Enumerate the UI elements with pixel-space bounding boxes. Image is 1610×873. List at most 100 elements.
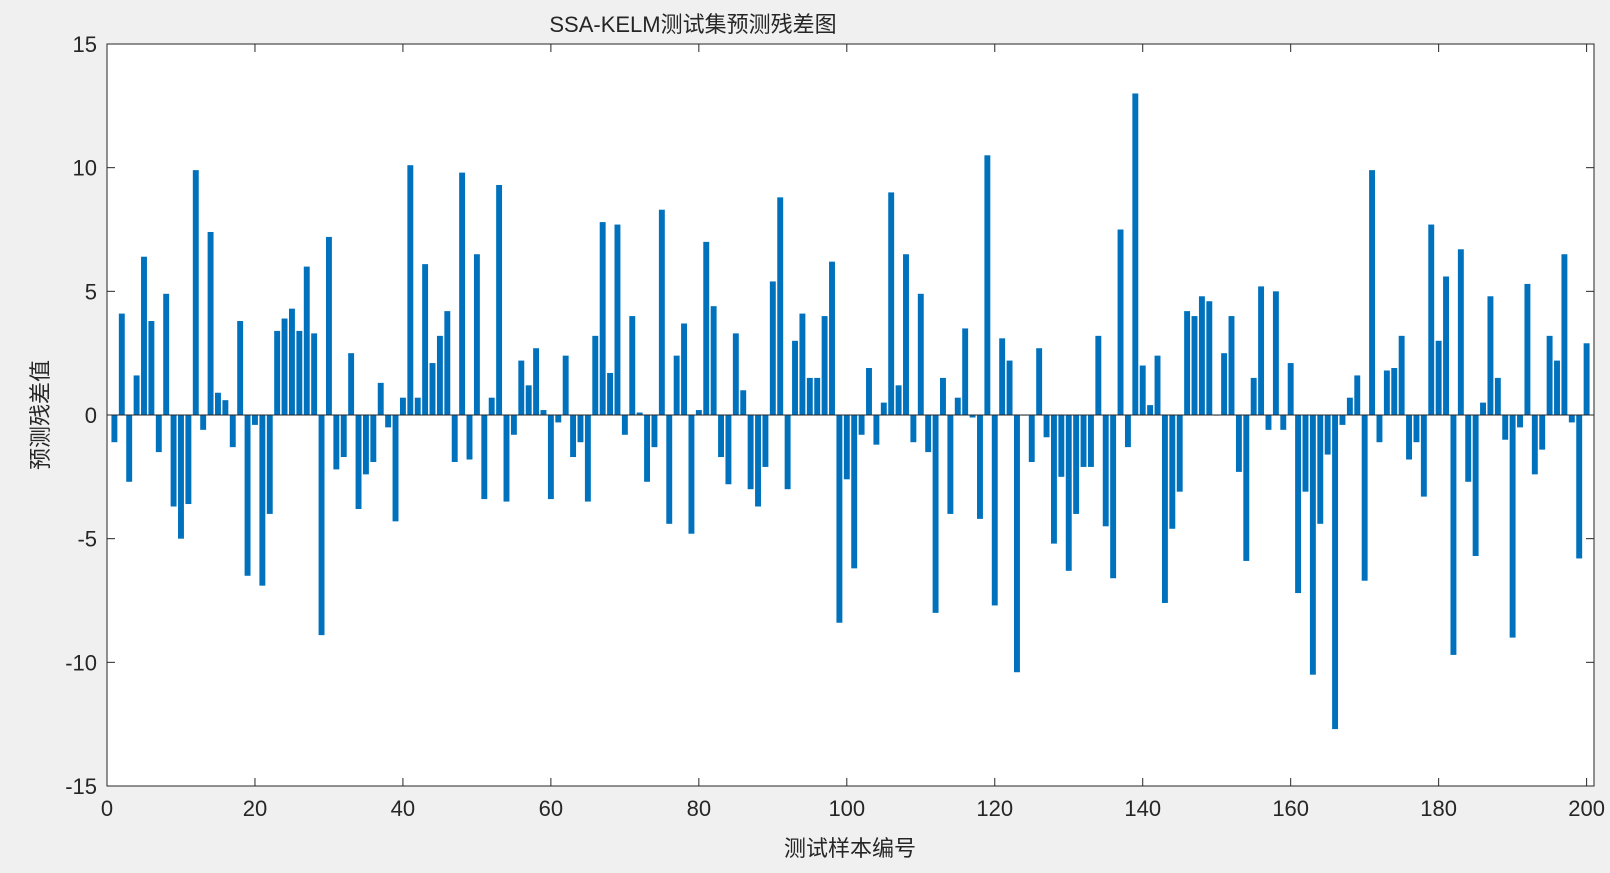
bar — [229, 415, 236, 448]
bar — [969, 415, 976, 418]
bar — [192, 170, 199, 415]
bar — [244, 415, 251, 576]
bar — [1065, 415, 1072, 571]
bar — [917, 293, 924, 415]
bar — [1568, 415, 1575, 423]
bar — [984, 155, 991, 416]
bar — [1383, 370, 1390, 415]
bar — [1420, 415, 1427, 497]
bar — [1428, 224, 1435, 415]
bar — [1050, 415, 1057, 544]
bar — [962, 328, 969, 415]
bar — [1480, 402, 1486, 415]
bar — [399, 397, 406, 415]
bar — [1169, 415, 1176, 529]
bar — [1406, 415, 1413, 460]
bar — [1176, 415, 1183, 492]
bar — [725, 415, 732, 485]
bar — [1524, 283, 1531, 415]
bar — [1457, 249, 1464, 415]
bar — [829, 261, 835, 415]
bar — [769, 281, 776, 415]
bar — [1028, 415, 1035, 462]
bar — [777, 197, 784, 415]
y-tick-label: -15 — [65, 774, 97, 799]
bar — [866, 368, 872, 415]
bar — [533, 348, 540, 415]
bar — [636, 412, 643, 415]
y-axis-label: 预测残差值 — [28, 360, 53, 470]
bar — [340, 415, 347, 458]
bar — [710, 306, 717, 415]
bar — [1058, 415, 1065, 477]
bar — [873, 415, 880, 445]
bar — [318, 415, 325, 636]
bar — [740, 390, 747, 415]
bar — [762, 415, 769, 467]
y-tick-label: -5 — [77, 527, 97, 552]
bar — [1554, 360, 1560, 415]
bar — [525, 385, 532, 415]
x-tick-label: 180 — [1420, 796, 1457, 821]
bar — [1539, 415, 1546, 450]
bar — [851, 415, 858, 569]
bar — [1095, 335, 1102, 415]
y-tick-label: 10 — [73, 156, 97, 181]
bar — [1228, 316, 1235, 415]
x-tick-label: 60 — [539, 796, 563, 821]
bar — [718, 415, 724, 458]
bar — [1576, 415, 1583, 559]
bar — [577, 415, 584, 443]
bar — [1258, 286, 1265, 415]
bar — [1124, 415, 1131, 448]
bar — [436, 335, 443, 415]
bar — [562, 355, 569, 415]
bar — [1317, 415, 1324, 524]
bar — [821, 316, 828, 415]
x-tick-label: 140 — [1124, 796, 1161, 821]
bar — [991, 415, 998, 606]
bar — [1295, 415, 1302, 594]
bar — [252, 415, 258, 425]
bar — [947, 415, 954, 514]
y-tick-label: 5 — [85, 279, 97, 304]
bar — [1110, 415, 1117, 579]
bar — [510, 415, 517, 435]
bar — [540, 410, 547, 415]
bar — [414, 397, 421, 415]
bar — [1443, 276, 1449, 415]
bar — [170, 415, 177, 507]
bar — [126, 415, 133, 482]
bar — [1280, 415, 1287, 430]
bar — [1206, 301, 1213, 415]
bar — [843, 415, 850, 480]
bar — [1517, 415, 1523, 428]
bar — [858, 415, 865, 435]
bar — [1435, 340, 1442, 415]
bar — [1161, 415, 1168, 603]
x-axis-label: 测试样本编号 — [784, 836, 916, 861]
bar — [1450, 415, 1457, 655]
bar — [1235, 415, 1242, 472]
bar — [377, 382, 384, 415]
bar — [999, 338, 1006, 415]
bar — [481, 415, 488, 500]
bar — [666, 415, 673, 524]
bar — [178, 415, 184, 539]
bar — [977, 415, 983, 519]
bar — [362, 415, 369, 475]
bar — [895, 385, 902, 415]
bar — [207, 231, 214, 415]
bar — [1509, 415, 1516, 638]
bar — [607, 372, 614, 415]
bar — [555, 415, 562, 423]
bar — [940, 377, 946, 415]
bar — [584, 415, 591, 502]
bar — [488, 397, 495, 415]
bar — [1339, 415, 1346, 425]
bar — [473, 254, 480, 415]
bar — [681, 323, 688, 415]
bar — [422, 264, 429, 415]
bar — [444, 311, 451, 415]
bar — [903, 254, 909, 415]
